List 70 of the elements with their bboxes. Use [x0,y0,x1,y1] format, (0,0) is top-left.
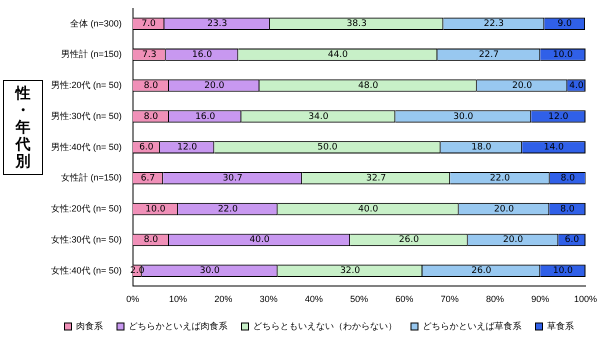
data-label: 34.0 [308,112,329,122]
y-tick-label: 全体 (n=300) [70,18,122,28]
y-axis-title: 性・年代別 [16,84,30,170]
y-tick-label: 女性:40代 (n= 50) [50,265,122,276]
data-label: 6.0 [564,235,580,246]
x-tick-label: 40% [304,294,323,304]
x-tick-label: 90% [531,294,550,304]
data-label: 20.0 [503,235,524,246]
legend-label: どちらかといえば肉食系 [128,320,228,331]
data-label: 20.0 [494,204,514,214]
data-label: 16.0 [195,112,216,122]
data-label: 12.0 [548,112,569,122]
data-label: 10.0 [552,266,574,276]
data-label: 40.0 [358,204,378,214]
data-label: 7.0 [141,19,156,30]
x-tick-label: 60% [395,294,414,304]
data-label: 40.0 [250,235,270,246]
x-tick-label: 10% [169,294,188,304]
data-label: 26.0 [471,266,492,276]
legend-label: どちらともいえない（わからない） [253,320,397,331]
data-label: 20.0 [204,80,225,91]
data-label: 8.0 [144,80,158,91]
data-label: 8.0 [560,174,576,184]
x-tick-label: 70% [440,294,459,304]
y-tick-label: 男性:40代 (n= 50) [50,142,122,152]
x-tick-label: 20% [214,294,232,304]
data-label: 8.0 [560,204,575,214]
data-label: 30.7 [222,174,243,184]
data-label: 20.0 [512,80,532,91]
data-label: 8.0 [144,235,158,246]
y-tick-label: 女性:20代 (n= 50) [50,204,122,214]
y-tick-label: 男性計 (n=150) [60,49,122,60]
x-tick-label: 50% [350,294,368,304]
data-label: 30.0 [453,112,474,122]
data-label: 22.0 [490,174,510,184]
data-label: 16.0 [192,50,212,60]
data-label: 10.0 [145,204,166,214]
data-label: 32.0 [340,266,360,276]
y-tick-label: 女性計 (n=150) [60,172,122,183]
legend-label: どちらかといえば草食系 [422,320,522,331]
legend-label: 草食系 [547,320,574,331]
data-label: 22.7 [478,50,499,60]
data-label: 22.0 [218,204,238,214]
data-label: 23.3 [207,19,228,30]
x-tick-label: 100% [574,294,598,304]
data-label: 6.0 [139,142,154,153]
data-label: 14.0 [544,142,564,153]
x-tick-label: 30% [260,294,278,304]
data-label: 7.3 [142,50,156,60]
y-tick-label: 男性:20代 (n= 50) [50,80,122,90]
data-label: 50.0 [317,142,338,153]
data-label: 8.0 [144,112,158,122]
data-label: 30.0 [200,266,220,276]
data-label: 10.0 [552,50,574,60]
data-label: 18.0 [471,142,492,153]
data-label: 32.7 [366,174,386,184]
data-label: 9.0 [558,19,572,30]
y-tick-label: 男性:30代 (n= 50) [50,110,122,121]
data-label: 26.0 [398,235,420,246]
y-tick-label: 女性:30代 (n= 50) [50,234,122,244]
legend-label: 肉食系 [76,320,103,331]
data-label: 22.3 [484,19,504,30]
x-tick-label: 80% [486,294,504,304]
data-label: 4.0 [569,80,584,91]
x-tick-label: 0% [126,294,140,304]
data-label: 12.0 [177,142,198,153]
data-label: 38.3 [346,19,367,30]
data-label: 6.7 [140,174,156,184]
data-label: 44.0 [328,50,348,60]
data-label: 48.0 [358,80,378,91]
